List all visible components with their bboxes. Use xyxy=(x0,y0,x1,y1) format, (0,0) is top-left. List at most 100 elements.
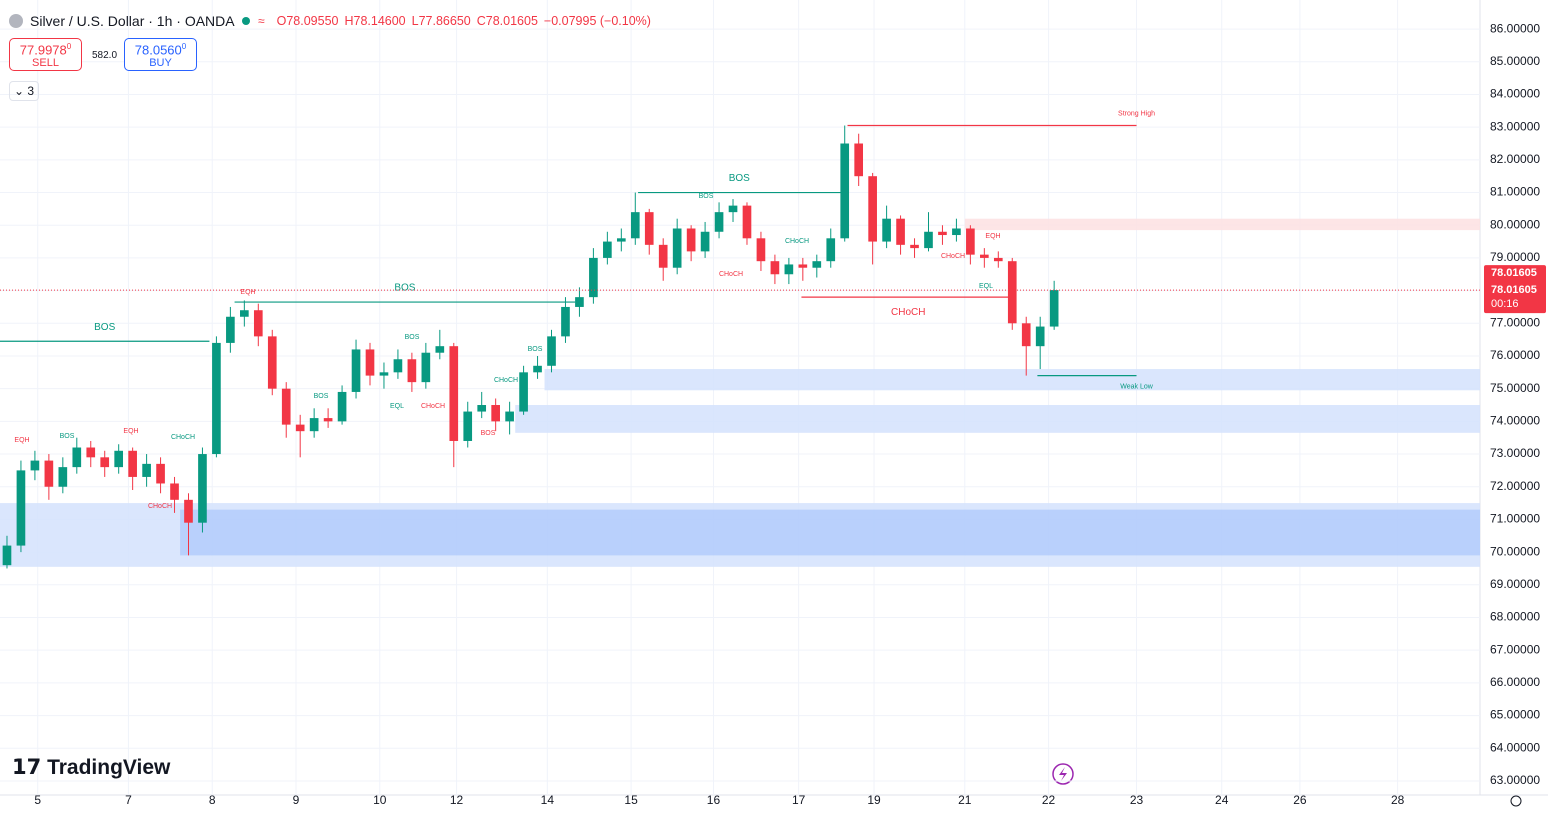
sell-button[interactable]: 77.99780 SELL xyxy=(9,38,82,71)
candle-body xyxy=(756,238,766,262)
low: L77.86650 xyxy=(411,14,471,28)
order-block xyxy=(964,218,1480,231)
candle-body xyxy=(156,463,165,484)
candle-body xyxy=(547,336,556,366)
structure-tag: BOS xyxy=(699,193,714,200)
sell-pip: 0 xyxy=(66,42,72,51)
candle-body xyxy=(421,352,431,383)
order-block xyxy=(544,369,1480,391)
candle-body xyxy=(58,467,68,487)
candle-body xyxy=(505,411,514,422)
logo[interactable]: 𝟭𝟳 TradingView xyxy=(12,756,171,779)
candle-body xyxy=(589,257,598,298)
candle-body xyxy=(114,450,124,468)
y-tick-label: 66.00000 xyxy=(1490,675,1540,689)
structure-label: Weak Low xyxy=(1120,383,1153,390)
candle-body xyxy=(784,264,794,275)
candle-body xyxy=(966,228,975,255)
y-tick-label: 83.00000 xyxy=(1490,119,1540,133)
candle-body xyxy=(533,365,542,373)
candle-body xyxy=(142,463,151,477)
candle-body xyxy=(910,244,919,249)
candle-body xyxy=(491,405,500,422)
structure-label: BOS xyxy=(94,322,115,333)
structure-tag: EQL xyxy=(979,283,993,290)
price-label-bg xyxy=(1484,265,1546,314)
y-tick-label: 64.00000 xyxy=(1490,740,1540,754)
spread: 582.0 xyxy=(92,50,118,61)
candle-body xyxy=(840,143,850,239)
candle-body xyxy=(672,228,682,268)
alert-icon[interactable] xyxy=(1052,763,1074,785)
candle-body xyxy=(742,205,752,239)
candle-body xyxy=(226,316,235,343)
x-tick-label: 23 xyxy=(1130,793,1144,807)
symbol[interactable]: Silver / U.S. Dollar · 1h · OANDA xyxy=(30,13,235,29)
y-tick-label: 81.00000 xyxy=(1490,185,1540,199)
candle-body xyxy=(854,143,864,177)
candle-body xyxy=(212,342,221,455)
structure-tag: CHoCH xyxy=(171,434,195,441)
structure-tag: EQL xyxy=(390,403,404,410)
candle-body xyxy=(323,418,333,422)
header: Silver / U.S. Dollar · 1h · OANDA ≈ O78.… xyxy=(8,13,657,29)
x-tick-label: 17 xyxy=(792,793,806,807)
structure-tag: EQH xyxy=(14,437,29,444)
candle-body xyxy=(1049,290,1059,327)
indicators-count: 3 xyxy=(27,84,35,98)
candle-body xyxy=(477,405,487,412)
candle-body xyxy=(463,411,473,441)
y-tick-label: 65.00000 xyxy=(1490,708,1540,722)
candle-body xyxy=(16,470,26,546)
y-tick-label: 85.00000 xyxy=(1490,54,1540,68)
buy-price: 78.0560 xyxy=(134,42,182,58)
x-tick-label: 8 xyxy=(209,793,216,807)
structure-label: Strong High xyxy=(1118,110,1155,117)
x-tick-label: 26 xyxy=(1293,793,1307,807)
x-tick-label: 5 xyxy=(34,793,41,807)
x-tick-label: 21 xyxy=(958,793,972,807)
candle-body xyxy=(714,212,724,232)
structure-tag: EQH xyxy=(240,289,255,296)
structure-tag: CHoCH xyxy=(941,253,965,260)
y-tick-label: 82.00000 xyxy=(1490,152,1540,166)
buy-button[interactable]: 78.05600 BUY xyxy=(124,38,197,71)
x-tick-label: 28 xyxy=(1391,793,1405,807)
candle-body xyxy=(253,310,263,337)
candle-body xyxy=(435,346,445,353)
y-tick-label: 69.00000 xyxy=(1490,577,1540,591)
y-tick-label: 84.00000 xyxy=(1490,87,1540,101)
candle-body xyxy=(561,306,570,337)
candle-body xyxy=(351,349,361,392)
candle-body xyxy=(295,424,305,432)
candle-body xyxy=(309,418,319,432)
structure-tag: EQH xyxy=(985,233,1000,240)
candle-body xyxy=(44,460,54,487)
alert-bolt xyxy=(1059,767,1067,781)
candle-body xyxy=(449,346,459,441)
indicators-toggle[interactable]: ⌄ 3 xyxy=(9,81,39,101)
candle-body xyxy=(630,212,640,239)
candle-body xyxy=(184,499,193,523)
x-tick-label: 7 xyxy=(125,793,132,807)
x-tick-label: 12 xyxy=(450,793,464,807)
y-tick-label: 80.00000 xyxy=(1490,217,1540,231)
last-price-label: 78.01605 xyxy=(1491,267,1537,279)
candle-body xyxy=(924,231,933,249)
change: −0.07995 (−0.10%) xyxy=(543,14,651,28)
candle-body xyxy=(882,218,891,242)
structure-label: CHoCH xyxy=(891,307,925,318)
candle-body xyxy=(170,483,179,500)
candle-body xyxy=(240,310,249,317)
structure-tag: CHoCH xyxy=(719,271,743,278)
y-tick-label: 75.00000 xyxy=(1490,381,1540,395)
candle-body xyxy=(337,391,347,422)
settings-icon[interactable] xyxy=(1510,795,1522,807)
candle-body xyxy=(393,359,403,373)
symbol-icon xyxy=(9,14,23,28)
candle-body xyxy=(700,231,710,252)
candle-body xyxy=(686,228,696,252)
candle-body xyxy=(798,264,808,268)
y-tick-label: 72.00000 xyxy=(1490,479,1540,493)
